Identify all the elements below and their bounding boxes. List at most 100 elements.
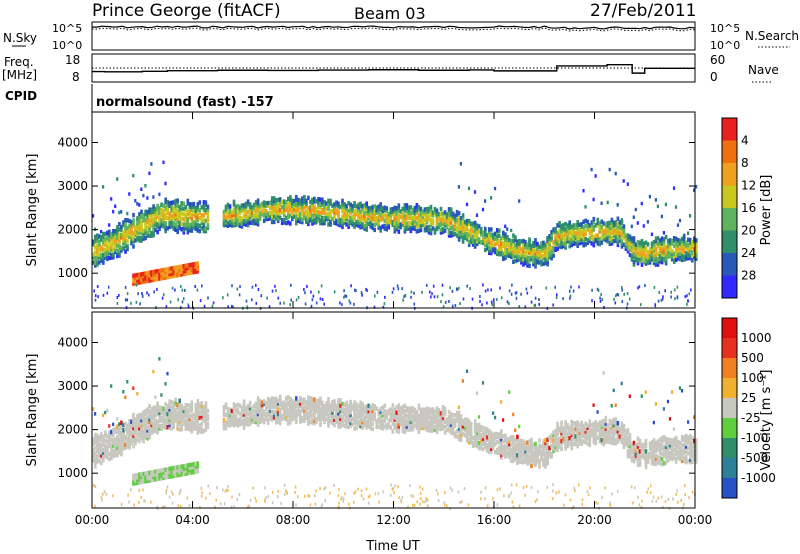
ground-cell xyxy=(456,288,459,292)
range-cell xyxy=(502,243,505,249)
range-cell xyxy=(500,244,503,249)
range-cell xyxy=(305,413,308,418)
range-cell xyxy=(144,409,147,414)
range-cell xyxy=(204,424,208,430)
range-cell xyxy=(373,212,376,217)
range-cell xyxy=(116,440,119,445)
range-cell xyxy=(481,240,485,246)
range-cell xyxy=(532,251,535,256)
range-cell xyxy=(638,459,642,465)
range-cell xyxy=(490,438,493,443)
range-cell xyxy=(260,418,264,423)
range-cell xyxy=(136,414,139,419)
range-cell xyxy=(144,416,147,422)
range-cell xyxy=(158,211,161,216)
range-cell xyxy=(387,214,391,219)
colorbar-tick-label: 12 xyxy=(741,179,756,193)
range-cell xyxy=(202,428,206,434)
range-cell xyxy=(441,221,445,227)
range-cell xyxy=(560,239,563,244)
range-cell xyxy=(313,410,316,415)
range-cell xyxy=(313,413,316,418)
range-cell xyxy=(590,233,594,238)
range-cell xyxy=(371,411,374,416)
ground-cell xyxy=(490,300,493,304)
range-cell xyxy=(116,230,119,235)
range-cell xyxy=(297,412,300,417)
ground-cell xyxy=(621,288,624,292)
range-cell xyxy=(96,446,99,451)
range-cell xyxy=(126,211,129,216)
range-cell xyxy=(349,218,352,223)
range-cell xyxy=(136,392,139,396)
range-cell xyxy=(508,238,511,243)
range-cell xyxy=(594,174,597,178)
range-cell xyxy=(417,220,421,226)
range-cell xyxy=(580,441,583,446)
range-cell xyxy=(407,210,411,215)
range-cell xyxy=(455,413,459,418)
range-cell xyxy=(128,432,131,437)
range-cell xyxy=(574,233,577,238)
range-cell xyxy=(240,418,244,423)
range-cell xyxy=(126,380,129,384)
range-cell xyxy=(640,394,643,398)
range-cell xyxy=(447,212,451,217)
range-cell xyxy=(397,419,401,424)
range-cell xyxy=(473,228,477,234)
range-cell xyxy=(142,420,145,425)
range-cell xyxy=(110,384,113,388)
range-cell xyxy=(554,245,557,250)
range-cell xyxy=(353,221,356,227)
range-cell xyxy=(500,455,503,460)
range-cell xyxy=(524,441,527,446)
ground-cell xyxy=(230,304,233,308)
range-cell xyxy=(278,394,282,400)
range-cell xyxy=(518,449,521,454)
range-cell xyxy=(387,421,391,426)
range-cell xyxy=(116,227,119,233)
range-cell xyxy=(385,227,389,232)
range-cell xyxy=(128,234,131,239)
range-cell xyxy=(602,229,606,234)
range-cell xyxy=(395,413,399,418)
range-cell xyxy=(285,200,288,205)
range-cell xyxy=(546,262,549,267)
range-cell xyxy=(118,445,121,450)
range-cell xyxy=(106,439,109,444)
range-cell xyxy=(405,226,409,232)
ground-cell xyxy=(207,296,209,300)
range-cell xyxy=(307,400,310,405)
range-cell xyxy=(240,413,244,418)
range-cell xyxy=(172,409,175,414)
range-cell xyxy=(293,204,296,209)
range-cell xyxy=(616,227,620,232)
range-cell xyxy=(112,440,115,446)
range-cell xyxy=(319,412,322,417)
range-cell xyxy=(447,207,451,212)
noise-left-tick-top: 10^5 xyxy=(52,22,82,35)
range-cell xyxy=(120,423,123,428)
range-cell xyxy=(421,217,425,222)
range-cell xyxy=(126,441,129,447)
range-cell xyxy=(419,423,423,428)
range-cell xyxy=(268,205,272,211)
range-cell xyxy=(278,207,282,212)
range-cell xyxy=(154,428,157,434)
ground-cell xyxy=(153,290,155,294)
range-cell xyxy=(283,199,286,204)
range-cell xyxy=(377,220,380,225)
range-cell xyxy=(642,455,646,460)
range-cell xyxy=(134,430,137,435)
range-cell xyxy=(437,217,441,222)
range-cell xyxy=(516,239,519,244)
range-cell xyxy=(588,419,592,424)
range-cell xyxy=(445,222,449,227)
range-cell xyxy=(303,215,306,221)
range-cell xyxy=(166,200,169,205)
range-cell xyxy=(691,258,694,263)
range-cell xyxy=(172,215,175,221)
range-cell xyxy=(606,431,610,436)
range-cell xyxy=(270,414,274,420)
range-cell xyxy=(546,442,549,448)
